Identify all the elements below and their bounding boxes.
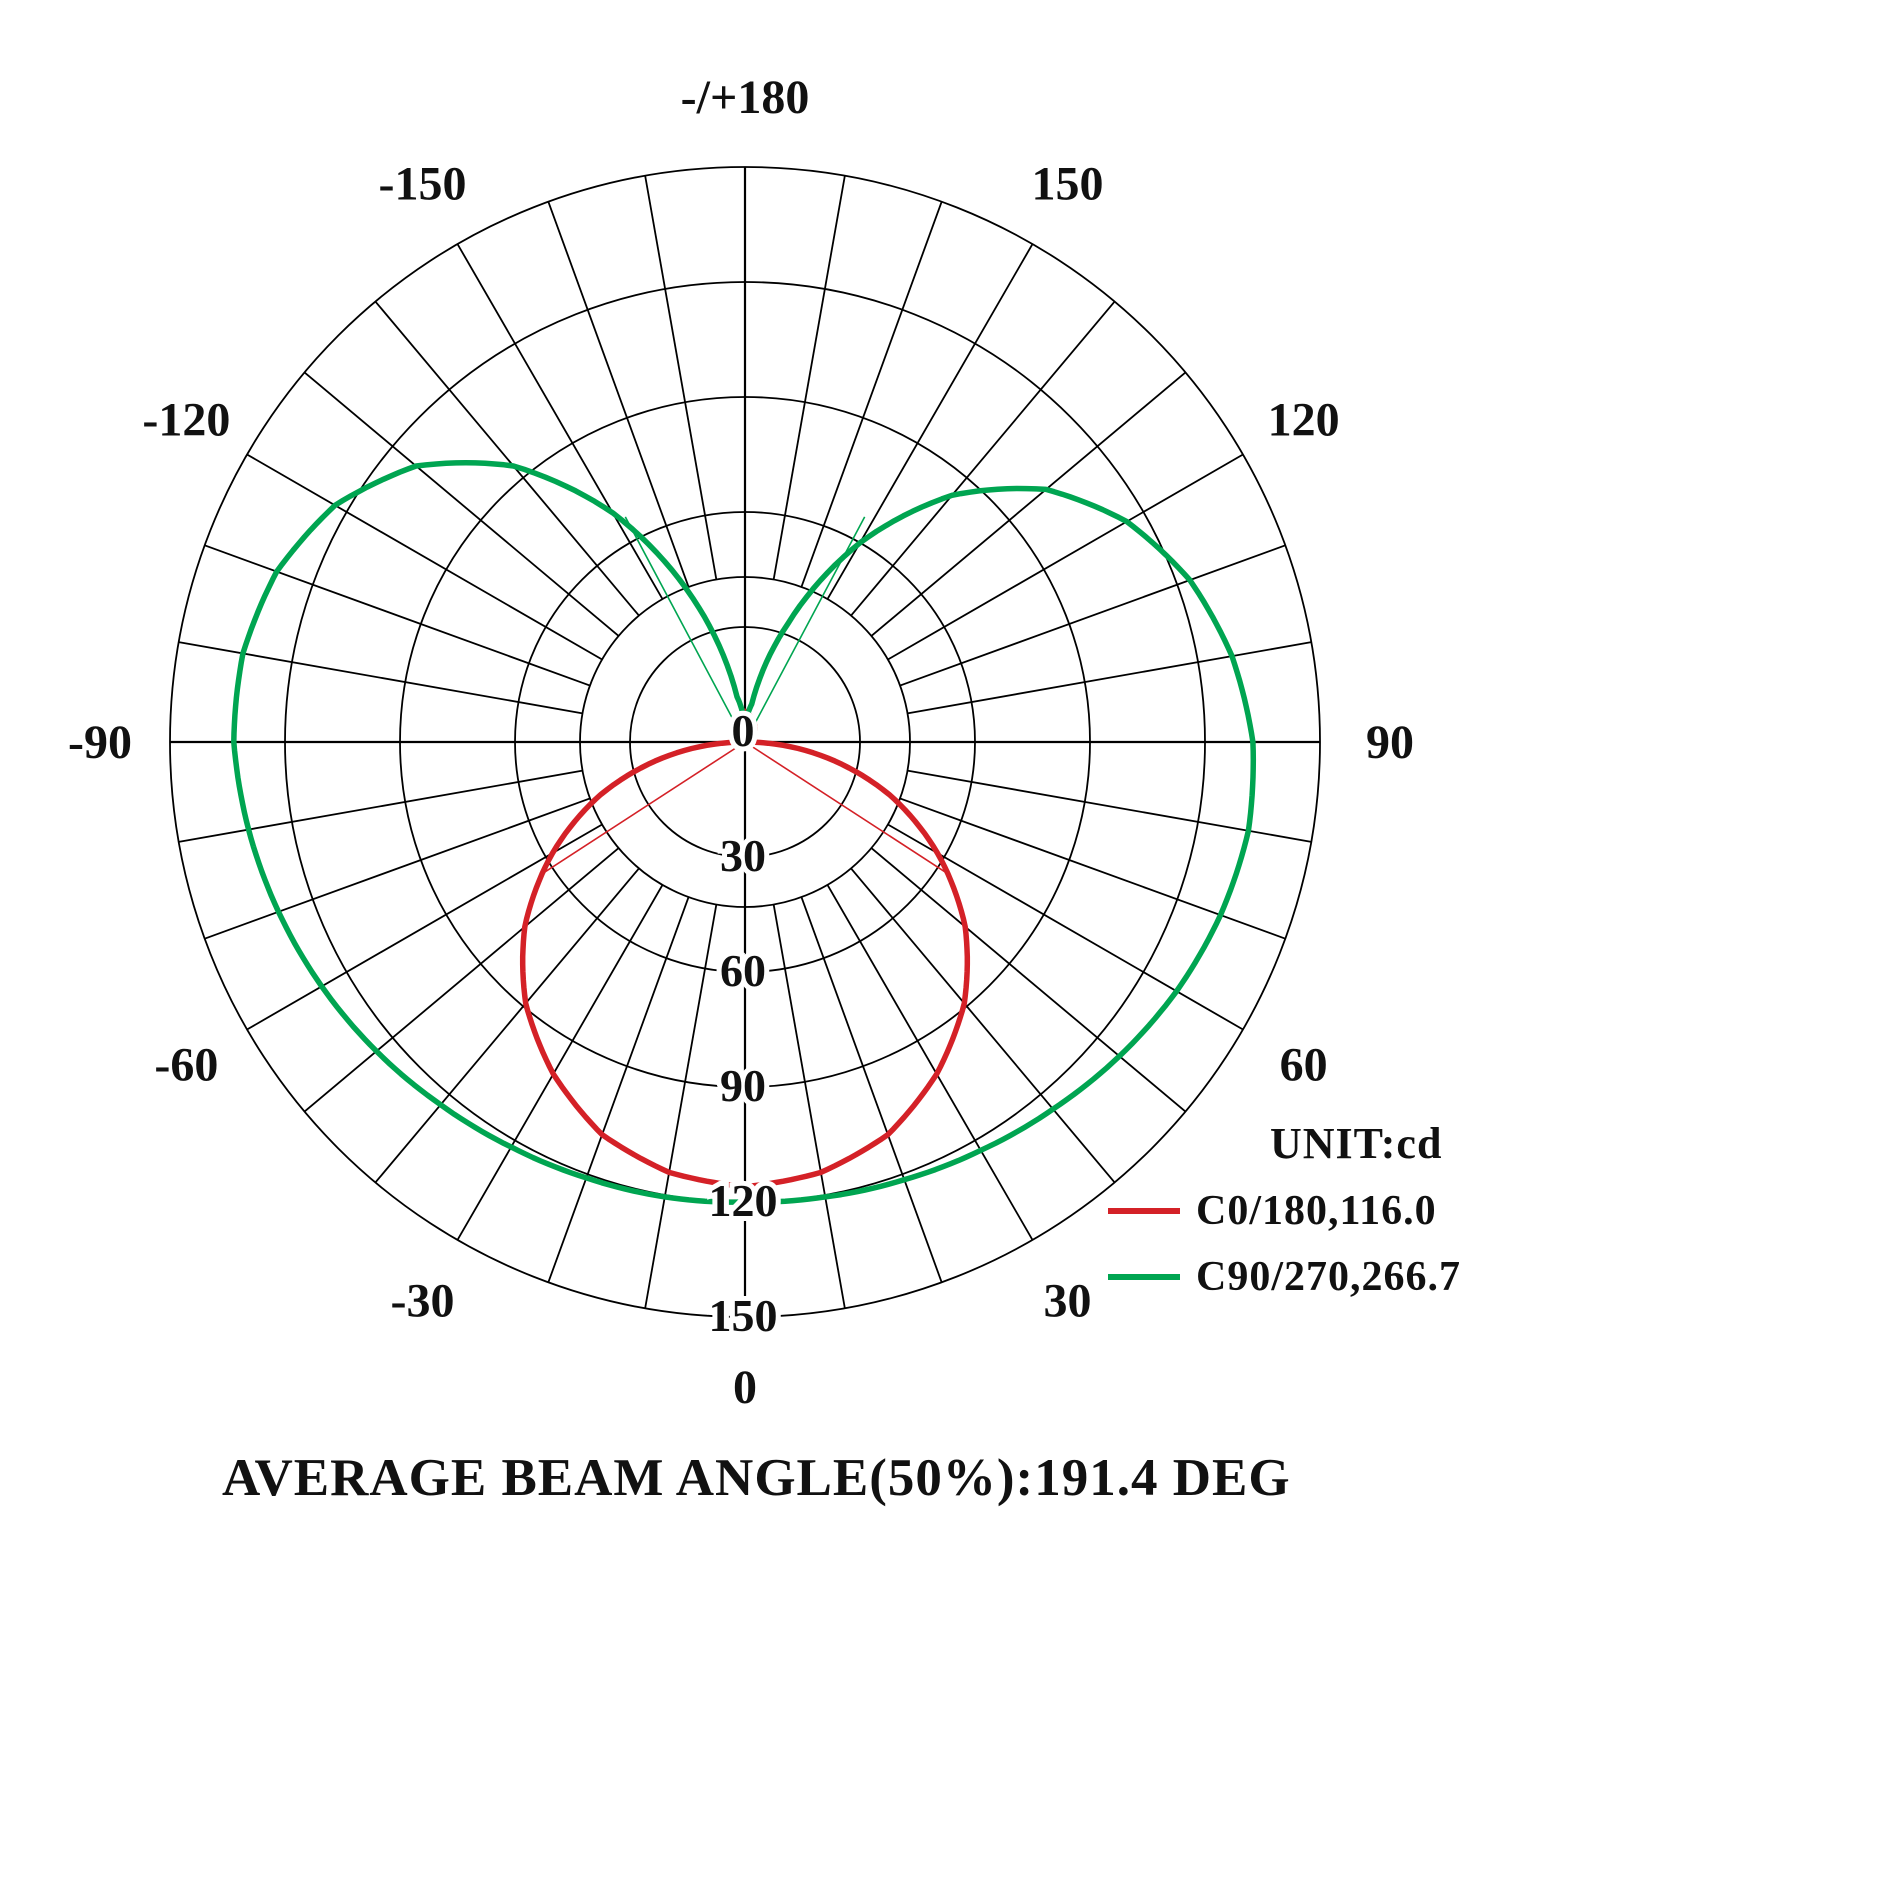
- grid-spoke: [907, 641, 1312, 715]
- angle-label: 0: [733, 1361, 757, 1414]
- curves: [231, 460, 1257, 1205]
- radial-tick-label: 30: [720, 830, 766, 881]
- grid-spoke: [772, 175, 846, 580]
- grid-spoke: [246, 823, 603, 1031]
- angle-label: 120: [1268, 394, 1340, 447]
- grid-spoke: [899, 797, 1286, 940]
- grid-spoke: [246, 453, 603, 661]
- grid-spoke: [907, 769, 1312, 843]
- grid-spoke: [204, 544, 591, 687]
- grid-spoke: [644, 904, 718, 1309]
- curve-c90-270: [231, 460, 1257, 1205]
- grid-spoke: [887, 453, 1244, 661]
- grid-spoke: [303, 847, 620, 1113]
- angle-label: -150: [379, 157, 467, 210]
- grid-spoke: [899, 544, 1286, 687]
- radial-tick-label: 150: [709, 1290, 778, 1341]
- angle-label: -90: [68, 716, 132, 769]
- grid-spoke: [772, 904, 846, 1309]
- grid-spoke: [887, 823, 1244, 1031]
- grid-spoke: [374, 867, 640, 1184]
- angle-label: 90: [1366, 716, 1414, 769]
- grid-spoke: [870, 371, 1187, 637]
- grid-spoke: [850, 867, 1116, 1184]
- half-peak-line-c90-270: [624, 516, 746, 743]
- grid-spoke: [456, 243, 664, 600]
- legend-label-c90-270: C90/270,266.7: [1196, 1254, 1461, 1300]
- grid-spoke: [800, 896, 943, 1283]
- grid-spoke: [547, 201, 690, 588]
- angle-label: -30: [391, 1275, 455, 1328]
- grid-spoke: [204, 797, 591, 940]
- grid-spoke: [303, 371, 620, 637]
- half-peak-line-c0-180: [542, 741, 746, 875]
- angle-label: 30: [1044, 1275, 1092, 1328]
- angle-label: 60: [1280, 1039, 1328, 1092]
- grid-spoke: [178, 641, 583, 715]
- legend-label-c0-180: C0/180,116.0: [1196, 1188, 1437, 1234]
- grid-spoke: [456, 884, 664, 1241]
- beam-angle-caption: AVERAGE BEAM ANGLE(50%):191.4 DEG: [222, 1449, 1291, 1507]
- half-peak-line-c0-180: [744, 741, 948, 875]
- legend-line-red: [1108, 1208, 1180, 1214]
- legend-line-green: [1108, 1274, 1180, 1280]
- angle-label: -60: [154, 1039, 218, 1092]
- radial-tick-label: 90: [720, 1060, 766, 1111]
- grid-spoke: [547, 896, 690, 1283]
- angle-label: -/+180: [681, 71, 810, 124]
- grid-spoke: [850, 300, 1116, 617]
- legend-row-c0-180: C0/180,116.0: [1108, 1187, 1461, 1235]
- angle-label: -120: [142, 394, 230, 447]
- grid-spoke: [374, 300, 640, 617]
- legend-row-c90-270: C90/270,266.7: [1108, 1253, 1461, 1301]
- labels: 0 30 60 90 120 150 -/+180 -150 -120 -90 -60 -30 0 30 6…: [68, 71, 1414, 1414]
- grid-spoke: [644, 175, 718, 580]
- grid-spoke: [870, 847, 1187, 1113]
- radial-tick-label: 120: [709, 1175, 778, 1226]
- legend-unit-label: UNIT:cd: [1270, 1119, 1443, 1168]
- angle-label: 150: [1032, 157, 1104, 210]
- grid-spoke: [826, 884, 1034, 1241]
- grid-spoke: [800, 201, 943, 588]
- curve-c0-180: [519, 708, 971, 1190]
- radial-tick-label: 60: [720, 945, 766, 996]
- radial-tick-label: 0: [732, 705, 755, 756]
- legend: UNIT:cd C0/180,116.0 C90/270,266.7: [1108, 1118, 1461, 1301]
